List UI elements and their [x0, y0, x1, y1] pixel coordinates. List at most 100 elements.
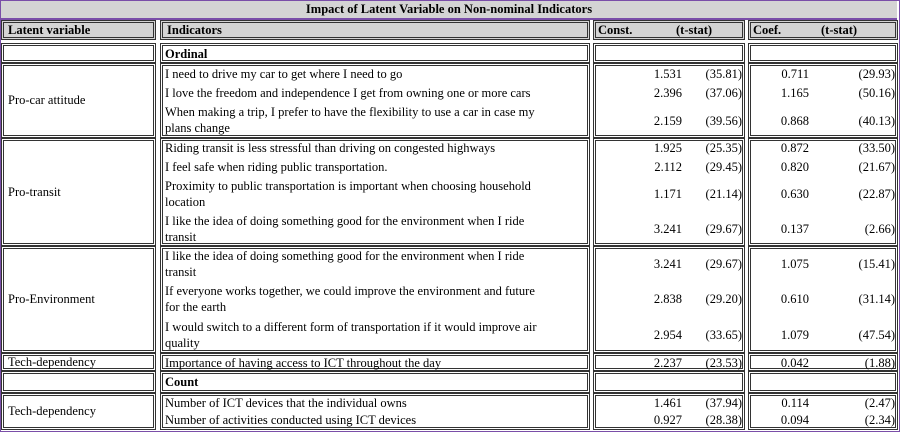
group-pro-environment: Pro-Environment: [1, 246, 156, 353]
header-coef-label: Coef.: [753, 23, 782, 37]
indicator-text: plans change: [165, 121, 230, 135]
indicator-text: I love the freedom and independence I ge…: [165, 86, 531, 100]
tstat-value: (37.94): [705, 396, 742, 410]
header-indicators-label: Indicators: [167, 23, 222, 37]
coef-value: 0.820: [780, 160, 809, 174]
indicator-text: When making a trip, I prefer to have the…: [165, 105, 535, 119]
tstat-value: (15.41): [858, 257, 895, 271]
section-blank-const: [593, 43, 745, 63]
indicator-text: location: [165, 195, 206, 209]
const-value: 3.241: [653, 222, 682, 236]
const-value: 2.396: [653, 86, 682, 100]
tstat-value: (2.47): [864, 396, 895, 410]
indicator-text: I need to drive my car to get where I ne…: [165, 67, 403, 81]
group-tech-dependency-ordinal: Tech-dependency: [1, 353, 156, 371]
coef-block-tech-count: 0.114 (2.47) 0.094 (2.34): [748, 393, 898, 430]
indicator-block-tech-ordinal: Importance of having access to ICT throu…: [160, 353, 590, 371]
indicator-text: If everyone works together, we could imp…: [165, 284, 535, 298]
coef-value: 0.042: [780, 356, 809, 370]
group-pro-transit: Pro-transit: [1, 138, 156, 246]
coef-block-tech-ordinal: 0.042 (1.88): [748, 353, 898, 371]
header-latent-variable: Latent variable: [1, 20, 156, 40]
section-blank-coef: [748, 371, 898, 393]
coef-block-pro-transit: 0.872 (33.50) 0.820 (21.67) 0.630 (22.87…: [748, 138, 898, 246]
indicator-text: I like the idea of doing something good …: [165, 249, 525, 263]
coef-value: 1.075: [780, 257, 809, 271]
indicator-text: transit: [165, 265, 197, 279]
const-value: 3.241: [653, 257, 682, 271]
coef-block-pro-car: 0.711 (29.93) 1.165 (50.16) 0.868 (40.13…: [748, 63, 898, 138]
const-block-pro-environment: 3.241 (29.67) 2.838 (29.20) 2.954 (33.65…: [593, 246, 745, 353]
coef-value: 0.872: [780, 141, 809, 155]
section-ordinal: Ordinal: [160, 43, 590, 63]
section-blank-coef: [748, 43, 898, 63]
tstat-value: (22.87): [858, 187, 895, 201]
const-block-pro-car: 1.531 (35.81) 2.396 (37.06) 2.159 (39.56…: [593, 63, 745, 138]
tstat-value: (21.14): [705, 187, 742, 201]
tstat-value: (2.66): [864, 222, 895, 236]
coef-value: 0.137: [780, 222, 809, 236]
tstat-value: (39.56): [705, 114, 742, 128]
const-value: 1.925: [653, 141, 682, 155]
header-indicators: Indicators: [160, 20, 590, 40]
indicator-text: Number of activities conducted using ICT…: [165, 413, 417, 427]
const-value: 2.112: [654, 160, 682, 174]
tstat-value: (37.06): [705, 86, 742, 100]
coef-value: 0.868: [780, 114, 809, 128]
tstat-value: (33.50): [858, 141, 895, 155]
tstat-value: (29.93): [858, 67, 895, 81]
tstat-value: (40.13): [858, 114, 895, 128]
section-count: Count: [160, 371, 590, 393]
indicator-text: transit: [165, 230, 197, 244]
header-const-block: Const. (t-stat): [593, 20, 745, 40]
section-count-label: Count: [165, 375, 199, 389]
const-block-tech-count: 1.461 (37.94) 0.927 (28.38): [593, 393, 745, 430]
tstat-value: (33.65): [705, 328, 742, 342]
coef-value: 0.114: [781, 396, 809, 410]
const-value: 2.159: [653, 114, 682, 128]
tstat-value: (31.14): [858, 292, 895, 306]
header-latent-label: Latent variable: [8, 23, 91, 37]
header-const-label: Const.: [598, 23, 633, 37]
indicator-text: I feel safe when riding public transport…: [165, 160, 388, 174]
const-value: 1.461: [653, 396, 682, 410]
indicator-block-pro-environment: I like the idea of doing something good …: [160, 246, 590, 353]
const-block-pro-transit: 1.925 (25.35) 2.112 (29.45) 1.171 (21.14…: [593, 138, 745, 246]
tstat-value: (25.35): [705, 141, 742, 155]
header-tstat1-label: (t-stat): [676, 23, 713, 37]
tstat-value: (47.54): [858, 328, 895, 342]
table-title: Impact of Latent Variable on Non-nominal…: [1, 1, 897, 20]
group-tech-dependency-count: Tech-dependency: [1, 393, 156, 430]
tstat-value: (29.67): [705, 222, 742, 236]
section-ordinal-label: Ordinal: [165, 47, 208, 61]
indicator-text: I like the idea of doing something good …: [165, 214, 525, 228]
const-value: 2.237: [653, 356, 682, 370]
section-blank-const: [593, 371, 745, 393]
indicator-text: quality: [165, 336, 200, 350]
tstat-value: (29.45): [705, 160, 742, 174]
indicator-text: for the earth: [165, 300, 227, 314]
const-block-tech-ordinal: 2.237 (23.53): [593, 353, 745, 371]
tstat-value: (29.67): [705, 257, 742, 271]
tstat-value: (2.34): [864, 413, 895, 427]
const-value: 2.838: [653, 292, 682, 306]
coef-block-pro-environment: 1.075 (15.41) 0.610 (31.14) 1.079 (47.54…: [748, 246, 898, 353]
section-blank-latent: [1, 43, 156, 63]
group-pro-transit-label: Pro-transit: [8, 184, 61, 199]
indicator-block-pro-transit: Riding transit is less stressful than dr…: [160, 138, 590, 246]
indicator-block-pro-car: I need to drive my car to get where I ne…: [160, 63, 590, 138]
header-tstat2-label: (t-stat): [821, 23, 858, 37]
indicator-text: Riding transit is less stressful than dr…: [165, 141, 496, 155]
group-tech-dependency-label: Tech-dependency: [8, 354, 96, 369]
indicator-text: Importance of having access to ICT throu…: [165, 356, 442, 370]
coef-value: 1.165: [780, 86, 809, 100]
indicator-text: Proximity to public transportation is im…: [165, 179, 531, 193]
tstat-value: (28.38): [705, 413, 742, 427]
tstat-value: (29.20): [705, 292, 742, 306]
const-value: 1.531: [653, 67, 682, 81]
coef-value: 0.630: [780, 187, 809, 201]
group-tech-dependency-label: Tech-dependency: [8, 404, 96, 418]
group-pro-car-label: Pro-car attitude: [8, 93, 86, 107]
header-coef-block: Coef. (t-stat): [748, 20, 898, 40]
coef-value: 0.094: [780, 413, 809, 427]
